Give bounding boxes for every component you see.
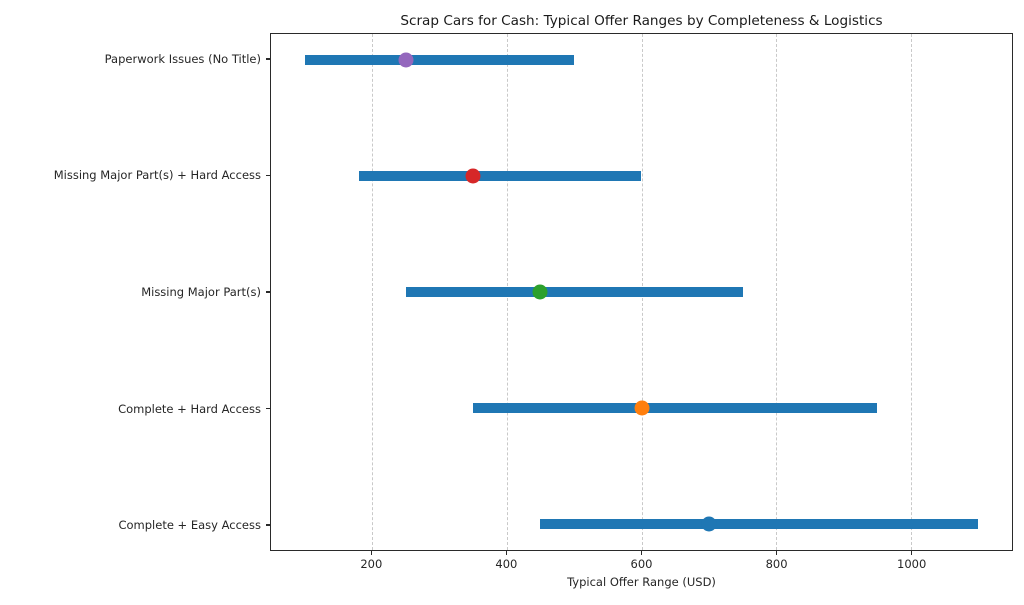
y-tick-label: Paperwork Issues (No Title) bbox=[104, 51, 261, 66]
range-bar bbox=[304, 54, 575, 65]
y-tick-label: Missing Major Part(s) bbox=[141, 285, 261, 299]
gridline bbox=[372, 34, 374, 550]
range-bar bbox=[405, 287, 743, 297]
x-tick-mark bbox=[640, 551, 643, 555]
x-axis-label: Typical Offer Range (USD) bbox=[567, 575, 716, 589]
y-tick-mark bbox=[266, 58, 270, 60]
y-tick-mark bbox=[266, 174, 270, 177]
y-tick-mark bbox=[266, 524, 270, 526]
typical-marker bbox=[634, 400, 649, 416]
x-tick-mark bbox=[505, 551, 508, 555]
range-bar bbox=[358, 170, 642, 181]
y-tick-label: Complete + Easy Access bbox=[118, 518, 261, 533]
x-tick-label: 400 bbox=[495, 557, 518, 571]
y-tick-label: Missing Major Part(s) + Hard Access bbox=[53, 168, 261, 183]
x-tick-mark bbox=[370, 551, 372, 555]
y-tick-mark bbox=[266, 291, 270, 293]
x-tick-mark bbox=[911, 551, 913, 555]
chart-title: Scrap Cars for Cash: Typical Offer Range… bbox=[400, 13, 883, 29]
x-tick-mark bbox=[775, 551, 778, 555]
gridline bbox=[776, 34, 778, 550]
x-tick-label: 1000 bbox=[897, 557, 927, 571]
x-tick-label: 200 bbox=[360, 557, 383, 571]
typical-marker bbox=[398, 52, 414, 68]
x-tick-label: 600 bbox=[630, 557, 653, 571]
typical-marker bbox=[532, 284, 548, 300]
range-bar bbox=[540, 519, 979, 530]
x-tick-label: 800 bbox=[765, 557, 788, 571]
plot-area bbox=[270, 33, 1013, 551]
y-tick-mark bbox=[266, 407, 270, 410]
y-tick-label: Complete + Hard Access bbox=[118, 401, 261, 416]
typical-marker bbox=[465, 168, 481, 184]
typical-marker bbox=[701, 516, 717, 532]
gridline bbox=[910, 34, 912, 550]
range-bar bbox=[473, 403, 878, 414]
